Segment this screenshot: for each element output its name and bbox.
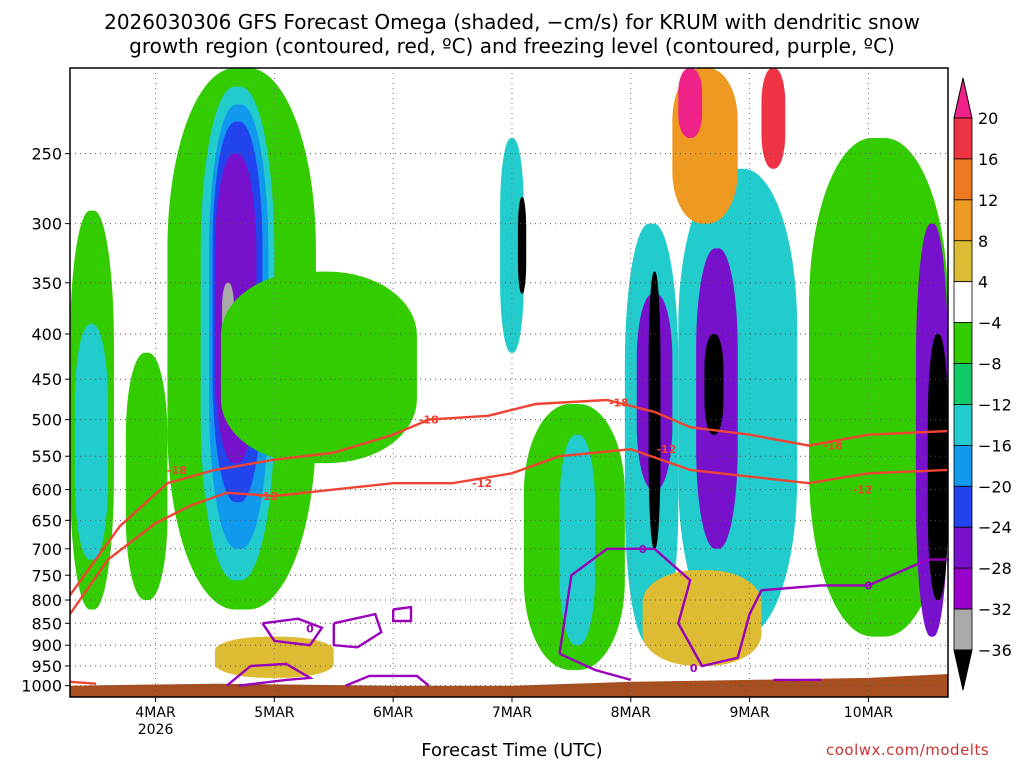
freezing-level-contour-line [332,612,383,649]
freezing-level-contour-line [345,674,430,687]
dgz-contour-label: -12 [853,484,873,497]
omega-shaded-region [517,197,527,294]
freezing-level-contour-label: 0 [690,662,698,675]
colorbar-segment [953,363,973,405]
y-tick-label: 300 [31,215,62,234]
dgz-contour-label: -12 [258,490,278,503]
y-tick-label: 250 [31,145,62,164]
y-tick-label: 1000 [21,677,62,696]
plot-area: -18 -12 -18 -12 -18 -12 -18 -12 0 0 0 0 [70,68,948,697]
dgz-contour-line [70,680,97,685]
colorbar-segment [953,117,973,160]
terrain-fill [70,674,948,697]
dgz-contour-line [70,398,948,596]
colorbar-label: −36 [978,641,1012,660]
y-tick-label: 600 [31,481,62,500]
y-tick-label: 900 [31,636,62,655]
y-tick-label: 350 [31,274,62,293]
plot-frame [69,67,949,698]
y-tick-label: 400 [31,325,62,344]
omega-shaded-region [648,271,661,549]
colorbar-label: −16 [978,436,1012,455]
colorbar-top-triangle [953,77,973,119]
freezing-level-contour-label: 0 [639,543,647,556]
colorbar-segment [953,199,973,242]
y-tick-label: 950 [31,657,62,676]
colorbar-segment [953,567,973,610]
colorbar-segment [953,322,973,364]
colorbar-segment [953,608,973,651]
colorbar-label: 8 [978,232,988,251]
y-tick-label: 500 [31,411,62,430]
colorbar-segment [953,444,973,487]
freezing-level-contour-label: 0 [865,579,873,592]
x-tick-label: 6MAR [373,705,414,721]
dgz-contour-label: -12 [656,443,676,456]
colorbar-label: 4 [978,273,988,292]
dgz-contour-label: -18 [419,414,439,427]
y-tick-label: 700 [31,540,62,559]
chart-title-line-1: 2026030306 GFS Forecast Omega (shaded, −… [104,10,920,34]
freezing-level-contour-line [226,662,314,687]
x-tick-label: 5MAR [254,705,295,721]
chart-title-line-2: growth region (contoured, red, ºC) and f… [129,34,895,58]
colorbar-segment [953,526,973,569]
x-tick-label: 10MAR [844,705,893,721]
freezing-level-contour-label: 0 [306,623,314,636]
colorbar-segment [953,158,973,201]
y-tick-label: 650 [31,511,62,530]
omega-shaded-region [125,352,168,601]
y-tick-label: 850 [31,614,62,633]
y-tick-label: 450 [31,370,62,389]
colorbar-label: −24 [978,518,1012,537]
colorbar-label: −28 [978,559,1012,578]
omega-shaded-region [214,636,334,678]
y-tick-label: 750 [31,566,62,585]
x-tick-label: 8MAR [611,705,652,721]
dgz-contour-line [70,447,948,615]
colorbar-label: 16 [978,150,998,169]
colorbar-label: −4 [978,314,1002,333]
dgz-contour-label: -18 [823,440,843,453]
x-tick-sublabel: 2026 [138,722,174,738]
omega-shaded-region [704,334,724,435]
dgz-contour-label: -18 [609,396,629,409]
omega-shaded-region [761,68,786,169]
x-tick-label: 7MAR [492,705,533,721]
dgz-contour-label: -12 [472,477,492,490]
omega-shaded-region [74,324,109,560]
x-tick-label: 4MAR [135,705,176,721]
omega-shaded-region [927,334,948,601]
freezing-level-contour-line [392,605,413,623]
freezing-level-contour-line [261,617,324,647]
omega-shaded-region [642,570,762,666]
colorbar-label: −32 [978,600,1012,619]
y-tick-label: 550 [31,447,62,466]
colorbar-segment [953,240,973,283]
credit-link[interactable]: coolwx.com/modelts [826,741,990,759]
colorbar-segment [953,281,973,324]
freezing-level-contour-line [558,547,948,668]
colorbar-label: −8 [978,355,1002,374]
freezing-level-contour-line [559,652,632,682]
omega-shaded-region [500,137,524,353]
x-tick-label: 9MAR [729,705,770,721]
colorbar-bottom-triangle [953,649,973,691]
colorbar-label: −20 [978,477,1012,496]
colorbar-label: 20 [978,109,998,128]
colorbar-label: 12 [978,191,998,210]
colorbar-segment [953,485,973,528]
dgz-contour-label: -18 [167,464,187,477]
colorbar-label: −12 [978,395,1012,414]
omega-shaded-region [808,137,948,637]
colorbar-segment [953,404,973,446]
x-axis-label: Forecast Time (UTC) [421,740,603,761]
omega-shaded-region [678,68,703,138]
y-tick-label: 800 [31,591,62,610]
omega-shaded-region [220,271,417,464]
